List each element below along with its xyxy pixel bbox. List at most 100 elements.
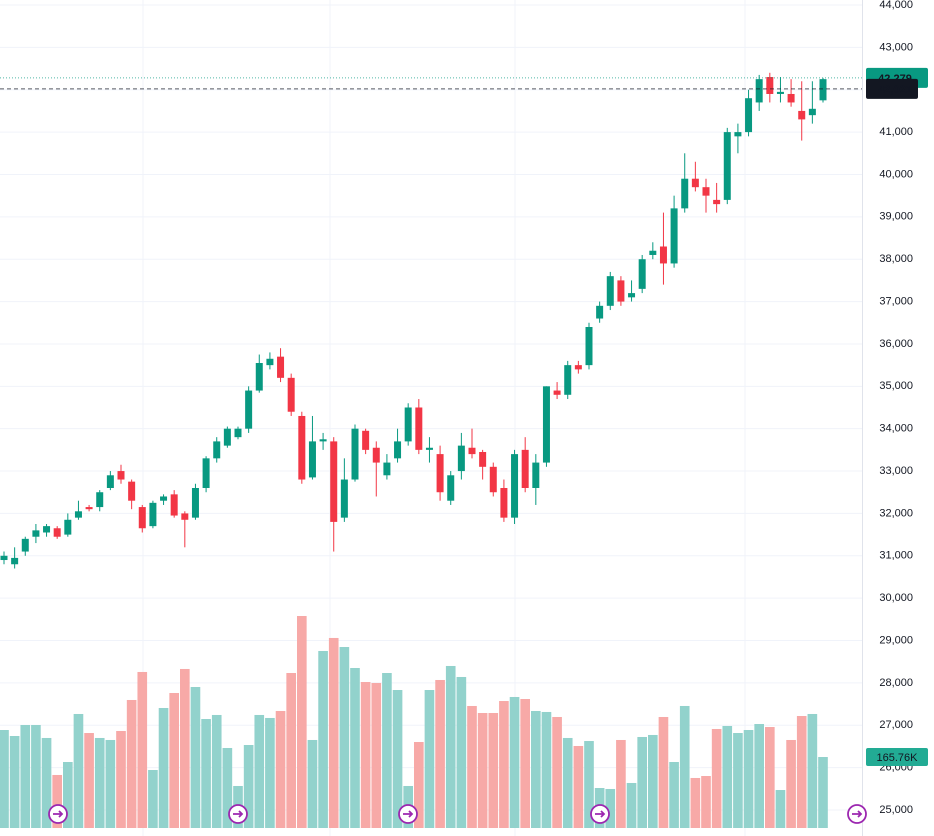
volume-bar [137, 671, 148, 828]
candle-body [521, 449, 529, 488]
candle-body [11, 557, 19, 565]
volume-bar [679, 705, 690, 828]
y-tick-label: 29,000 [879, 634, 913, 646]
candle-body [85, 507, 93, 510]
candle-body [425, 447, 433, 450]
candle-body [202, 458, 210, 488]
volume-bar [307, 739, 318, 828]
candle-body [255, 363, 263, 391]
volume-bar [562, 737, 573, 828]
candle-body [702, 187, 710, 196]
candle-body [457, 445, 465, 472]
candle-body [691, 178, 699, 188]
volume-bar [382, 673, 392, 828]
candle-body [681, 178, 689, 209]
price-scale: 25,00026,00027,00028,00029,00030,00031,0… [866, 0, 928, 816]
volume-bar [541, 711, 552, 828]
volume-bar [222, 747, 233, 828]
candle-body [542, 386, 550, 463]
volume-bar [9, 736, 20, 828]
volume-bar [180, 668, 190, 828]
candle-body [649, 250, 657, 255]
volume-bar [509, 696, 520, 828]
candle-body [308, 441, 316, 478]
volume-bar [105, 739, 116, 828]
volume-bar [73, 713, 84, 828]
y-tick-label: 37,000 [879, 295, 913, 307]
y-tick-label: 41,000 [879, 126, 913, 138]
candle-body [415, 407, 423, 450]
volume-bar [63, 762, 73, 828]
candle-body [0, 555, 8, 561]
candle-body [447, 475, 455, 501]
volume-bar [41, 737, 52, 828]
candle-body [468, 447, 476, 455]
candle-body [489, 466, 497, 493]
y-tick-label: 39,000 [879, 211, 913, 223]
candle-body [74, 511, 82, 518]
candle-body [138, 507, 146, 529]
volume-bar [743, 730, 754, 828]
volume-bar [499, 701, 509, 828]
candle-body [436, 454, 444, 493]
volume-bar [775, 790, 786, 828]
candle-body [404, 407, 412, 442]
candle-body [585, 327, 593, 366]
volume-bar [286, 673, 296, 828]
volume-bar [722, 725, 733, 828]
candle-body [170, 494, 178, 516]
volume-bar [328, 637, 339, 828]
event-icon[interactable] [48, 804, 68, 824]
y-tick-label: 25,000 [879, 804, 913, 816]
volume-bar [807, 713, 818, 828]
candle-body [223, 428, 231, 446]
volume-bar [690, 777, 701, 828]
volume-bar [201, 719, 211, 828]
candle-body [808, 108, 816, 116]
event-icon[interactable] [398, 804, 418, 824]
candle-body [670, 208, 678, 264]
volume-bar [445, 665, 456, 828]
volume-bar [467, 705, 477, 828]
volume-bar [265, 717, 275, 828]
candle-body [372, 447, 380, 463]
y-tick-label: 36,000 [879, 338, 913, 350]
y-tick-label: 35,000 [879, 380, 913, 392]
candle-body [43, 526, 51, 533]
volume-bar [552, 716, 562, 828]
volume-bar [360, 681, 371, 828]
candle-body [564, 365, 572, 395]
candle-body [96, 492, 104, 508]
candle-body [298, 415, 306, 480]
candle-body [234, 428, 242, 438]
volume-bar [658, 716, 669, 828]
candle-body [64, 519, 72, 535]
candle-body [713, 199, 721, 205]
event-icon[interactable] [590, 804, 610, 824]
volume-bar [275, 710, 286, 828]
y-tick-label: 33,000 [879, 465, 913, 477]
volume-bar [754, 724, 764, 828]
candle-body [266, 358, 274, 366]
y-tick-label: 43,000 [879, 41, 913, 53]
candle-body [511, 454, 519, 518]
volume-bar [0, 730, 9, 828]
candle-body [617, 280, 625, 302]
candle-body [500, 488, 508, 518]
candle-body [766, 77, 774, 94]
price-tag [866, 78, 918, 99]
volume-bar [94, 737, 105, 828]
candle-body [638, 259, 646, 289]
y-tick-label: 28,000 [879, 677, 913, 689]
price-tag-label: 42,021 [878, 84, 912, 96]
event-icon[interactable] [228, 804, 248, 824]
volume-bar [477, 713, 488, 828]
candle-body [755, 79, 763, 103]
volume-bar [297, 616, 307, 828]
candle-body [606, 276, 614, 306]
candle-body [340, 479, 348, 518]
event-icon[interactable] [847, 804, 867, 824]
grid [0, 4, 862, 811]
volume-bar [116, 730, 126, 828]
